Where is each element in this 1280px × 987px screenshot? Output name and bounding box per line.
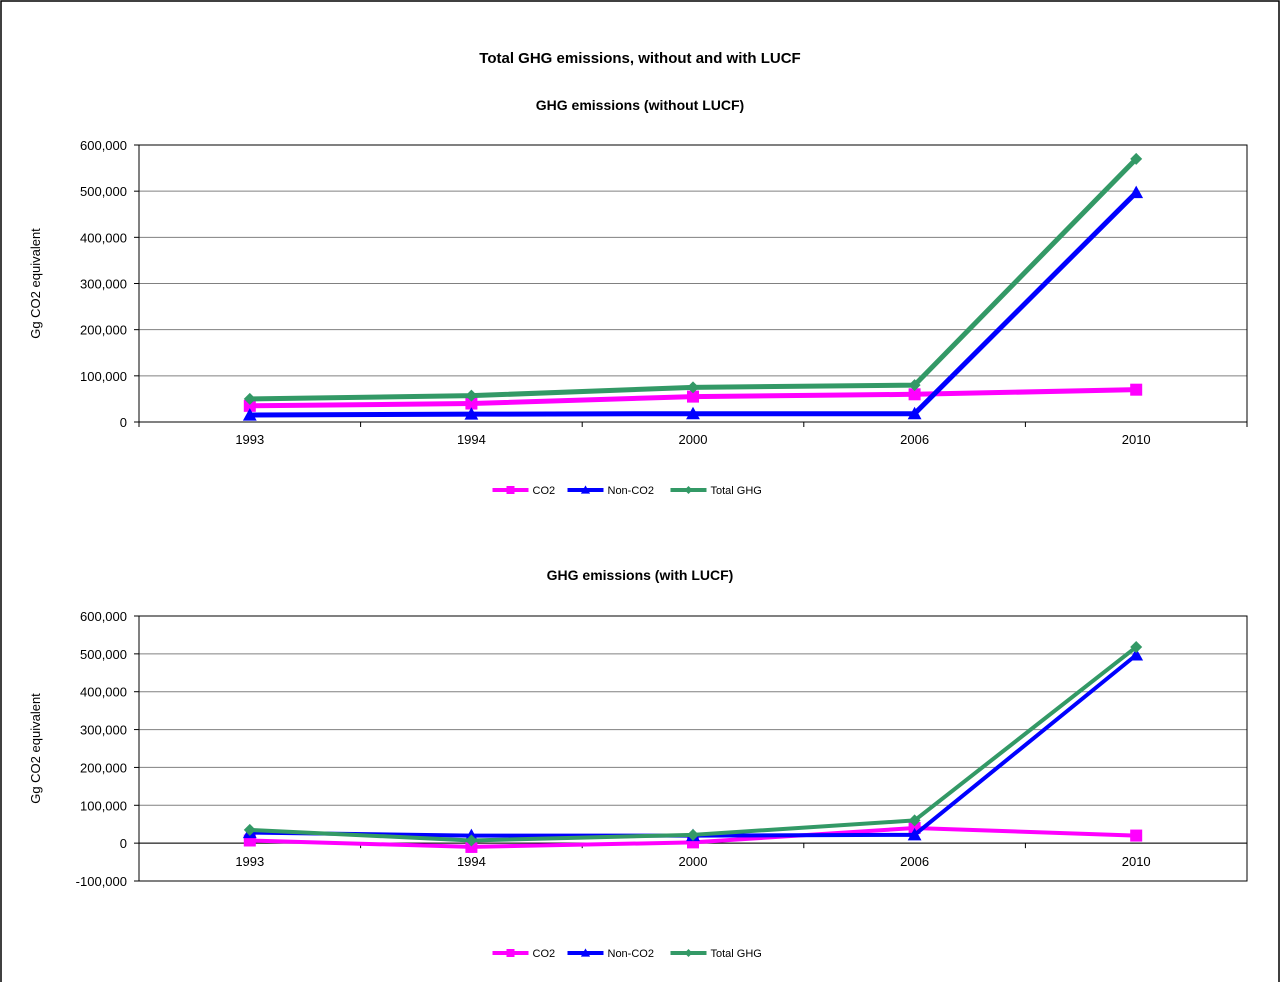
series-co2	[243, 383, 1143, 412]
figure-title: Total GHG emissions, without and with LU…	[479, 50, 800, 67]
x-tick-label: 1993	[235, 854, 264, 869]
legend-marker	[506, 486, 515, 494]
data-point	[465, 834, 478, 847]
legend-label: CO2	[533, 948, 556, 960]
legend: CO2 Non-CO2 Total GHG	[492, 485, 762, 497]
data-point	[687, 828, 699, 841]
y-tick-label: -100,000	[76, 874, 127, 889]
legend-label: Non-CO2	[608, 485, 654, 497]
x-tick-label: 2000	[679, 432, 708, 447]
legend-item-non-co2: Non-CO2	[567, 485, 654, 497]
data-point	[243, 392, 256, 405]
legend-item-total-ghg: Total GHG	[670, 948, 762, 960]
x-tick-label: 2000	[679, 854, 708, 869]
plot-area	[138, 615, 1248, 882]
data-point	[687, 390, 699, 403]
legend-label: Total GHG	[711, 485, 762, 497]
chart-title: GHG emissions (without LUCF)	[536, 97, 744, 113]
data-point	[687, 381, 699, 394]
data-point	[465, 389, 478, 402]
y-tick-label: 400,000	[80, 230, 127, 245]
legend-marker	[684, 486, 693, 494]
data-point	[1130, 829, 1143, 842]
y-tick-label: 300,000	[80, 723, 127, 738]
legend-item-non-co2: Non-CO2	[567, 948, 654, 960]
data-point	[908, 814, 921, 827]
data-point	[907, 827, 922, 841]
data-point	[1130, 383, 1143, 396]
legend-label: Non-CO2	[608, 948, 654, 960]
legend-marker	[580, 485, 591, 494]
y-tick-label: 400,000	[80, 685, 127, 700]
data-point	[1129, 648, 1144, 661]
y-tick-label: 600,000	[80, 609, 127, 624]
legend-marker	[580, 948, 591, 957]
chart-2: GHG emissions (with LUCF) -100,000 0 100,00…	[28, 567, 1248, 960]
data-point	[243, 399, 256, 412]
y-tick-label: 0	[120, 836, 127, 851]
series-total-ghg	[243, 641, 1143, 847]
y-axis-label: Gg CO2 equivalent	[28, 228, 43, 339]
y-tick-label: 0	[120, 415, 127, 430]
data-point	[908, 379, 921, 392]
data-point	[686, 406, 700, 420]
chart-1: GHG emissions (without LUCF) 0 100,000 200,…	[28, 97, 1248, 497]
y-tick-label: 100,000	[80, 369, 127, 384]
legend-item-co2: CO2	[492, 948, 556, 960]
chart-title: GHG emissions (with LUCF)	[547, 567, 734, 583]
x-tick-label: 2006	[900, 432, 929, 447]
x-tick-label: 1993	[235, 432, 264, 447]
x-tick-label: 1994	[457, 854, 486, 869]
y-tick-label: 500,000	[80, 184, 127, 199]
legend-label: Total GHG	[711, 948, 762, 960]
data-point	[465, 840, 478, 853]
legend-item-total-ghg: Total GHG	[670, 485, 762, 497]
x-tick-label: 2010	[1122, 854, 1151, 869]
legend-item-co2: CO2	[492, 485, 556, 497]
legend-label: CO2	[533, 485, 556, 497]
data-point	[908, 388, 921, 401]
y-tick-label: 500,000	[80, 647, 127, 662]
data-point	[242, 408, 257, 421]
data-point	[907, 406, 922, 420]
legend: CO2 Non-CO2 Total GHG	[492, 948, 762, 960]
data-point	[464, 407, 479, 420]
x-tick-label: 2010	[1122, 432, 1151, 447]
data-point	[1130, 641, 1143, 654]
y-tick-label: 600,000	[80, 138, 127, 153]
data-point	[465, 397, 478, 410]
x-tick-label: 1994	[457, 432, 486, 447]
series-non-co2	[242, 185, 1144, 421]
y-tick-label: 100,000	[80, 798, 127, 813]
x-tick-label: 2006	[900, 854, 929, 869]
y-axis-label: Gg CO2 equivalent	[28, 693, 43, 804]
series-total-ghg	[243, 152, 1143, 405]
data-point	[1129, 185, 1144, 199]
legend-marker	[684, 949, 693, 957]
data-point	[1130, 152, 1143, 165]
data-point	[243, 823, 256, 836]
y-tick-label: 200,000	[80, 760, 127, 775]
y-tick-label: 200,000	[80, 323, 127, 338]
legend-marker	[506, 949, 515, 957]
y-tick-label: 300,000	[80, 277, 127, 292]
